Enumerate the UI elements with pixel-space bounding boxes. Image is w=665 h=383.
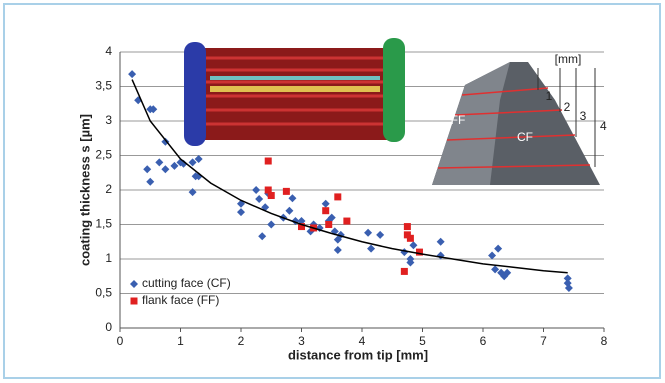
legend-label: flank face (FF) <box>142 293 219 307</box>
x-tick-label: 5 <box>419 334 426 348</box>
y-tick-label: 3 <box>105 113 112 127</box>
point <box>268 192 275 199</box>
legend-marker <box>131 298 138 305</box>
point <box>407 235 414 242</box>
x-tick-label: 4 <box>359 334 366 348</box>
y-tick-label: 0 <box>105 320 112 334</box>
x-tick-label: 2 <box>238 334 245 348</box>
x-tick-label: 3 <box>298 334 305 348</box>
y-tick-label: 2,5 <box>95 148 112 162</box>
point <box>404 223 411 230</box>
depth-label: 3 <box>580 109 587 123</box>
y-tick-label: 3,5 <box>95 79 112 93</box>
face-label: CF <box>517 130 533 144</box>
y-tick-label: 0,5 <box>95 286 112 300</box>
chart: [mm] 1 2 3 4 FF CF distance from tip [mm… <box>0 0 665 383</box>
point <box>334 193 341 200</box>
point <box>265 158 272 165</box>
point <box>322 207 329 214</box>
y-tick-label: 2 <box>105 182 112 196</box>
y-tick-label: 1,5 <box>95 217 112 231</box>
point <box>401 268 408 275</box>
x-tick-label: 0 <box>117 334 124 348</box>
depth-label: 4 <box>600 119 607 133</box>
roller-image <box>184 38 405 146</box>
x-tick-label: 6 <box>480 334 487 348</box>
point <box>343 218 350 225</box>
depth-label: 2 <box>564 100 571 114</box>
x-tick-label: 7 <box>540 334 547 348</box>
x-axis-label: distance from tip [mm] <box>288 347 428 362</box>
x-tick-label: 8 <box>601 334 608 348</box>
y-tick-label: 1 <box>105 251 112 265</box>
depth-label: 1 <box>546 89 553 103</box>
legend-label: cutting face (CF) <box>142 276 231 290</box>
y-axis-label: coating thickness s [µm] <box>77 114 92 266</box>
point <box>283 188 290 195</box>
inset-unit: [mm] <box>555 52 582 66</box>
face-label: FF <box>451 113 466 127</box>
point <box>325 221 332 228</box>
y-tick-label: 4 <box>105 44 112 58</box>
x-tick-label: 1 <box>177 334 184 348</box>
